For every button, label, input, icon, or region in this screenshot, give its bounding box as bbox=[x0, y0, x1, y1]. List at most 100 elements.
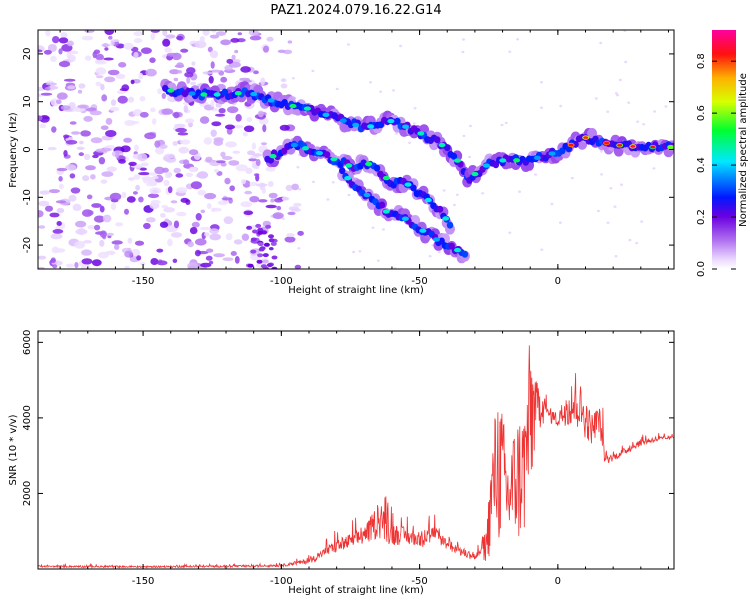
spectrogram-noise-blob bbox=[205, 255, 213, 261]
spectrogram-noise-blob bbox=[376, 259, 380, 262]
spectrogram-noise-blob bbox=[126, 196, 136, 203]
spectrogram-noise-blob bbox=[38, 266, 45, 269]
spectrogram-noise-blob bbox=[232, 125, 244, 129]
spectrogram-noise-blob bbox=[262, 124, 267, 133]
spectrogram-noise-blob bbox=[91, 259, 102, 267]
y-tick-label: 0 bbox=[22, 146, 33, 152]
spectrogram-noise-blob bbox=[161, 108, 174, 115]
spectrogram-noise-blob bbox=[225, 233, 233, 241]
spectrogram-noise-blob bbox=[481, 192, 485, 195]
spectrogram-noise-blob bbox=[469, 124, 472, 128]
spectrogram-noise-blob bbox=[47, 44, 57, 52]
spectrogram-noise-blob bbox=[252, 229, 258, 234]
spectrogram-noise-blob bbox=[199, 226, 211, 231]
spectrogram-noise-blob bbox=[60, 32, 68, 38]
spectrogram-noise-blob bbox=[185, 118, 195, 124]
spectrogram-noise-blob bbox=[77, 89, 83, 94]
spectrogram-noise-blob bbox=[119, 88, 128, 91]
snr-x-label: Height of straight line (km) bbox=[288, 585, 424, 596]
spectrogram-noise-blob bbox=[606, 221, 610, 224]
spectrogram-noise-blob bbox=[71, 131, 81, 135]
spectrogram-noise-blob bbox=[311, 69, 315, 73]
spectrogram-noise-blob bbox=[145, 217, 156, 223]
spectrogram-noise-blob bbox=[218, 108, 226, 114]
spectrogram-noise-blob bbox=[243, 210, 254, 216]
spectrogram-noise-blob bbox=[81, 35, 94, 41]
spectrogram-ridge-core bbox=[410, 184, 417, 192]
spectrogram-noise-blob bbox=[74, 240, 86, 249]
spectrogram-noise-blob bbox=[104, 76, 116, 83]
spectrogram-noise-blob bbox=[56, 221, 62, 226]
spectrogram-noise-blob bbox=[291, 183, 300, 191]
spectrogram-noise-blob bbox=[69, 173, 76, 179]
spectrogram-noise-blob bbox=[599, 41, 603, 45]
spectrogram-noise-blob bbox=[270, 198, 275, 203]
spectrogram-axes-frame bbox=[37, 29, 675, 270]
spectrogram-noise-blob bbox=[149, 57, 156, 63]
spectrogram-noise-blob bbox=[468, 155, 471, 159]
spectrogram-noise-blob bbox=[89, 110, 102, 116]
spectrogram-noise-blob bbox=[99, 230, 107, 238]
spectrogram-noise-blob bbox=[250, 249, 257, 254]
spectrogram-noise-blob bbox=[210, 129, 217, 137]
spectrogram-ridge-peak bbox=[454, 158, 461, 163]
spectrogram-ridge-peak bbox=[402, 124, 410, 129]
spectrogram-noise-blob bbox=[120, 145, 131, 153]
spectrogram-noise-blob bbox=[326, 198, 330, 201]
spectrogram-noise-blob bbox=[204, 192, 217, 200]
spectrogram-noise-blob bbox=[139, 111, 149, 118]
spectrogram-noise-blob bbox=[81, 258, 93, 265]
spectrogram-noise-blob bbox=[210, 99, 215, 108]
spectrogram-noise-blob bbox=[136, 255, 142, 261]
spectrogram-noise-blob bbox=[38, 49, 43, 53]
spectrogram-noise-blob bbox=[210, 61, 215, 69]
spectrogram-noise-blob bbox=[118, 62, 127, 68]
spectrogram-noise-blob bbox=[38, 210, 44, 218]
y-tick-label: -10 bbox=[22, 189, 33, 205]
spectrogram-noise-blob bbox=[128, 161, 137, 166]
spectrogram-noise-blob bbox=[159, 144, 168, 149]
spectrogram-noise-blob bbox=[95, 148, 108, 153]
spectrogram-noise-blob bbox=[178, 146, 189, 154]
spectrogram-noise-blob bbox=[257, 242, 264, 247]
spectrogram-noise-blob bbox=[173, 220, 180, 229]
spectrogram-ridge-peak bbox=[365, 161, 373, 167]
spectrogram-noise-blob bbox=[208, 260, 214, 265]
spectrogram-noise-blob bbox=[123, 137, 132, 143]
spectrogram-noise-blob bbox=[172, 258, 178, 263]
snr-y-label: SNR (10 * v/v) bbox=[8, 414, 19, 485]
colorbar-tick-label: 0.2 bbox=[696, 209, 707, 225]
spectrogram-noise-blob bbox=[52, 264, 58, 269]
spectrogram-noise-blob bbox=[152, 118, 157, 125]
spectrogram-noise-blob bbox=[291, 77, 295, 80]
spectrogram-noise-blob bbox=[140, 262, 146, 266]
spectrogram-noise-blob bbox=[243, 125, 255, 133]
spectrogram-noise-blob bbox=[65, 140, 78, 145]
spectrogram-noise-blob bbox=[154, 146, 165, 155]
spectrogram-noise-blob bbox=[216, 171, 223, 176]
spectrogram-ridge-peak bbox=[344, 176, 352, 181]
spectrogram-noise-blob bbox=[91, 203, 102, 208]
spectrogram-ridge-core bbox=[394, 117, 401, 125]
x-tick-label: -150 bbox=[132, 276, 155, 287]
spectrogram-noise-blob bbox=[211, 30, 217, 33]
spectrogram-noise-blob bbox=[251, 142, 256, 150]
spectrogram-noise-blob bbox=[85, 165, 96, 171]
spectrogram-noise-blob bbox=[455, 193, 459, 196]
spectrogram-noise-blob bbox=[74, 262, 79, 269]
spectrogram-image bbox=[38, 30, 674, 269]
spectrogram-noise-blob bbox=[154, 140, 161, 148]
spectrogram-noise-blob bbox=[616, 94, 619, 97]
spectrogram-noise-blob bbox=[167, 238, 173, 247]
spectrogram-noise-blob bbox=[559, 104, 563, 108]
spectrogram-noise-blob bbox=[180, 197, 189, 203]
snr-panel: -150 -100 -50 0 2000 4000 6000 Height of stra… bbox=[8, 330, 675, 596]
spectrogram-ridge-peak bbox=[167, 88, 175, 93]
spectrogram-noise-blob bbox=[189, 166, 196, 172]
spectrogram-ridge-core bbox=[461, 250, 469, 258]
spectrogram-noise-blob bbox=[133, 38, 143, 44]
spectrogram-noise-blob bbox=[150, 30, 160, 33]
spectrogram-noise-blob bbox=[558, 221, 562, 224]
spectrogram-y-axis: -20 -10 0 10 20 bbox=[22, 48, 674, 253]
spectrogram-noise-blob bbox=[247, 150, 255, 156]
